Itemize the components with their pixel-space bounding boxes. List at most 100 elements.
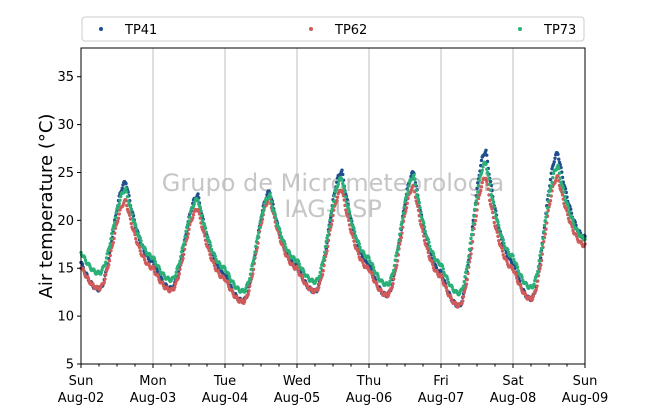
data-point xyxy=(406,188,410,192)
data-point xyxy=(400,220,404,224)
data-point xyxy=(485,167,489,171)
data-point xyxy=(104,260,108,264)
data-point xyxy=(484,148,488,153)
data-point xyxy=(470,228,475,232)
x-tick-label-date: Aug-05 xyxy=(274,391,321,406)
data-point xyxy=(480,168,484,173)
data-point xyxy=(269,195,273,199)
data-point xyxy=(256,234,260,238)
data-point xyxy=(200,218,205,222)
data-point xyxy=(187,219,191,223)
data-point xyxy=(178,267,182,271)
grid xyxy=(152,48,514,364)
data-point xyxy=(129,221,133,226)
data-point xyxy=(467,254,471,258)
data-point xyxy=(357,242,361,246)
data-point xyxy=(474,199,478,203)
data-point xyxy=(179,250,184,254)
data-point xyxy=(427,254,431,259)
data-point xyxy=(182,252,186,257)
data-points xyxy=(79,148,587,309)
x-tick-label-day: Wed xyxy=(283,374,311,389)
data-point xyxy=(479,158,484,163)
data-point xyxy=(322,255,326,260)
data-point xyxy=(479,171,484,175)
data-point xyxy=(427,240,431,245)
data-point xyxy=(415,192,419,197)
data-point xyxy=(550,180,554,185)
data-point xyxy=(557,171,562,175)
data-point xyxy=(398,226,403,231)
data-point xyxy=(152,257,157,261)
data-point xyxy=(532,282,536,286)
data-point xyxy=(198,216,202,220)
data-point xyxy=(465,277,469,282)
data-point xyxy=(488,188,493,192)
data-point xyxy=(396,244,400,248)
data-point xyxy=(248,272,253,276)
data-point xyxy=(426,237,430,242)
data-point xyxy=(475,186,479,191)
data-point xyxy=(494,227,499,232)
data-point xyxy=(326,229,331,234)
data-point xyxy=(129,208,133,212)
data-point xyxy=(278,231,283,235)
data-point xyxy=(198,206,202,210)
data-point xyxy=(249,267,253,272)
data-point xyxy=(258,220,262,224)
data-point xyxy=(113,231,117,235)
data-point xyxy=(196,199,200,203)
data-point xyxy=(397,238,401,243)
data-point xyxy=(515,276,519,280)
data-point xyxy=(386,293,391,297)
data-point xyxy=(117,212,121,216)
data-point xyxy=(392,277,396,281)
data-point xyxy=(542,229,546,234)
data-point xyxy=(467,247,472,252)
data-point xyxy=(445,288,449,293)
y-tick-label: 10 xyxy=(57,310,74,325)
data-point xyxy=(572,222,576,226)
data-point xyxy=(371,265,376,270)
data-point xyxy=(476,184,481,188)
data-point xyxy=(450,285,454,289)
data-point xyxy=(540,242,544,247)
data-point xyxy=(490,207,494,211)
data-point xyxy=(352,239,356,243)
data-point xyxy=(501,238,505,242)
data-point xyxy=(183,234,187,239)
data-point xyxy=(548,177,553,182)
data-point xyxy=(187,227,191,231)
data-point xyxy=(547,193,551,197)
data-point xyxy=(431,262,435,267)
data-point xyxy=(111,240,115,245)
data-point xyxy=(177,272,181,276)
data-point xyxy=(248,277,252,281)
data-point xyxy=(413,182,418,187)
data-point xyxy=(536,264,541,269)
data-point xyxy=(323,244,328,249)
data-point xyxy=(356,249,360,253)
data-point xyxy=(287,257,291,262)
data-point xyxy=(441,267,445,271)
data-point xyxy=(232,282,236,286)
data-point xyxy=(177,262,181,266)
data-point xyxy=(344,200,349,204)
data-point xyxy=(464,267,469,272)
data-point xyxy=(230,289,235,293)
data-point xyxy=(152,266,156,271)
y-tick-label: 5 xyxy=(66,358,74,373)
data-point xyxy=(331,204,335,208)
data-point xyxy=(335,195,340,199)
data-point xyxy=(262,206,266,210)
data-point xyxy=(104,256,109,260)
data-point xyxy=(252,255,256,260)
data-point xyxy=(124,186,128,190)
data-point xyxy=(108,242,112,246)
data-point xyxy=(275,221,279,225)
data-point xyxy=(488,198,492,203)
data-point xyxy=(413,177,417,181)
data-point xyxy=(515,262,519,267)
data-point xyxy=(473,202,478,207)
legend-label: TP62 xyxy=(334,23,367,38)
